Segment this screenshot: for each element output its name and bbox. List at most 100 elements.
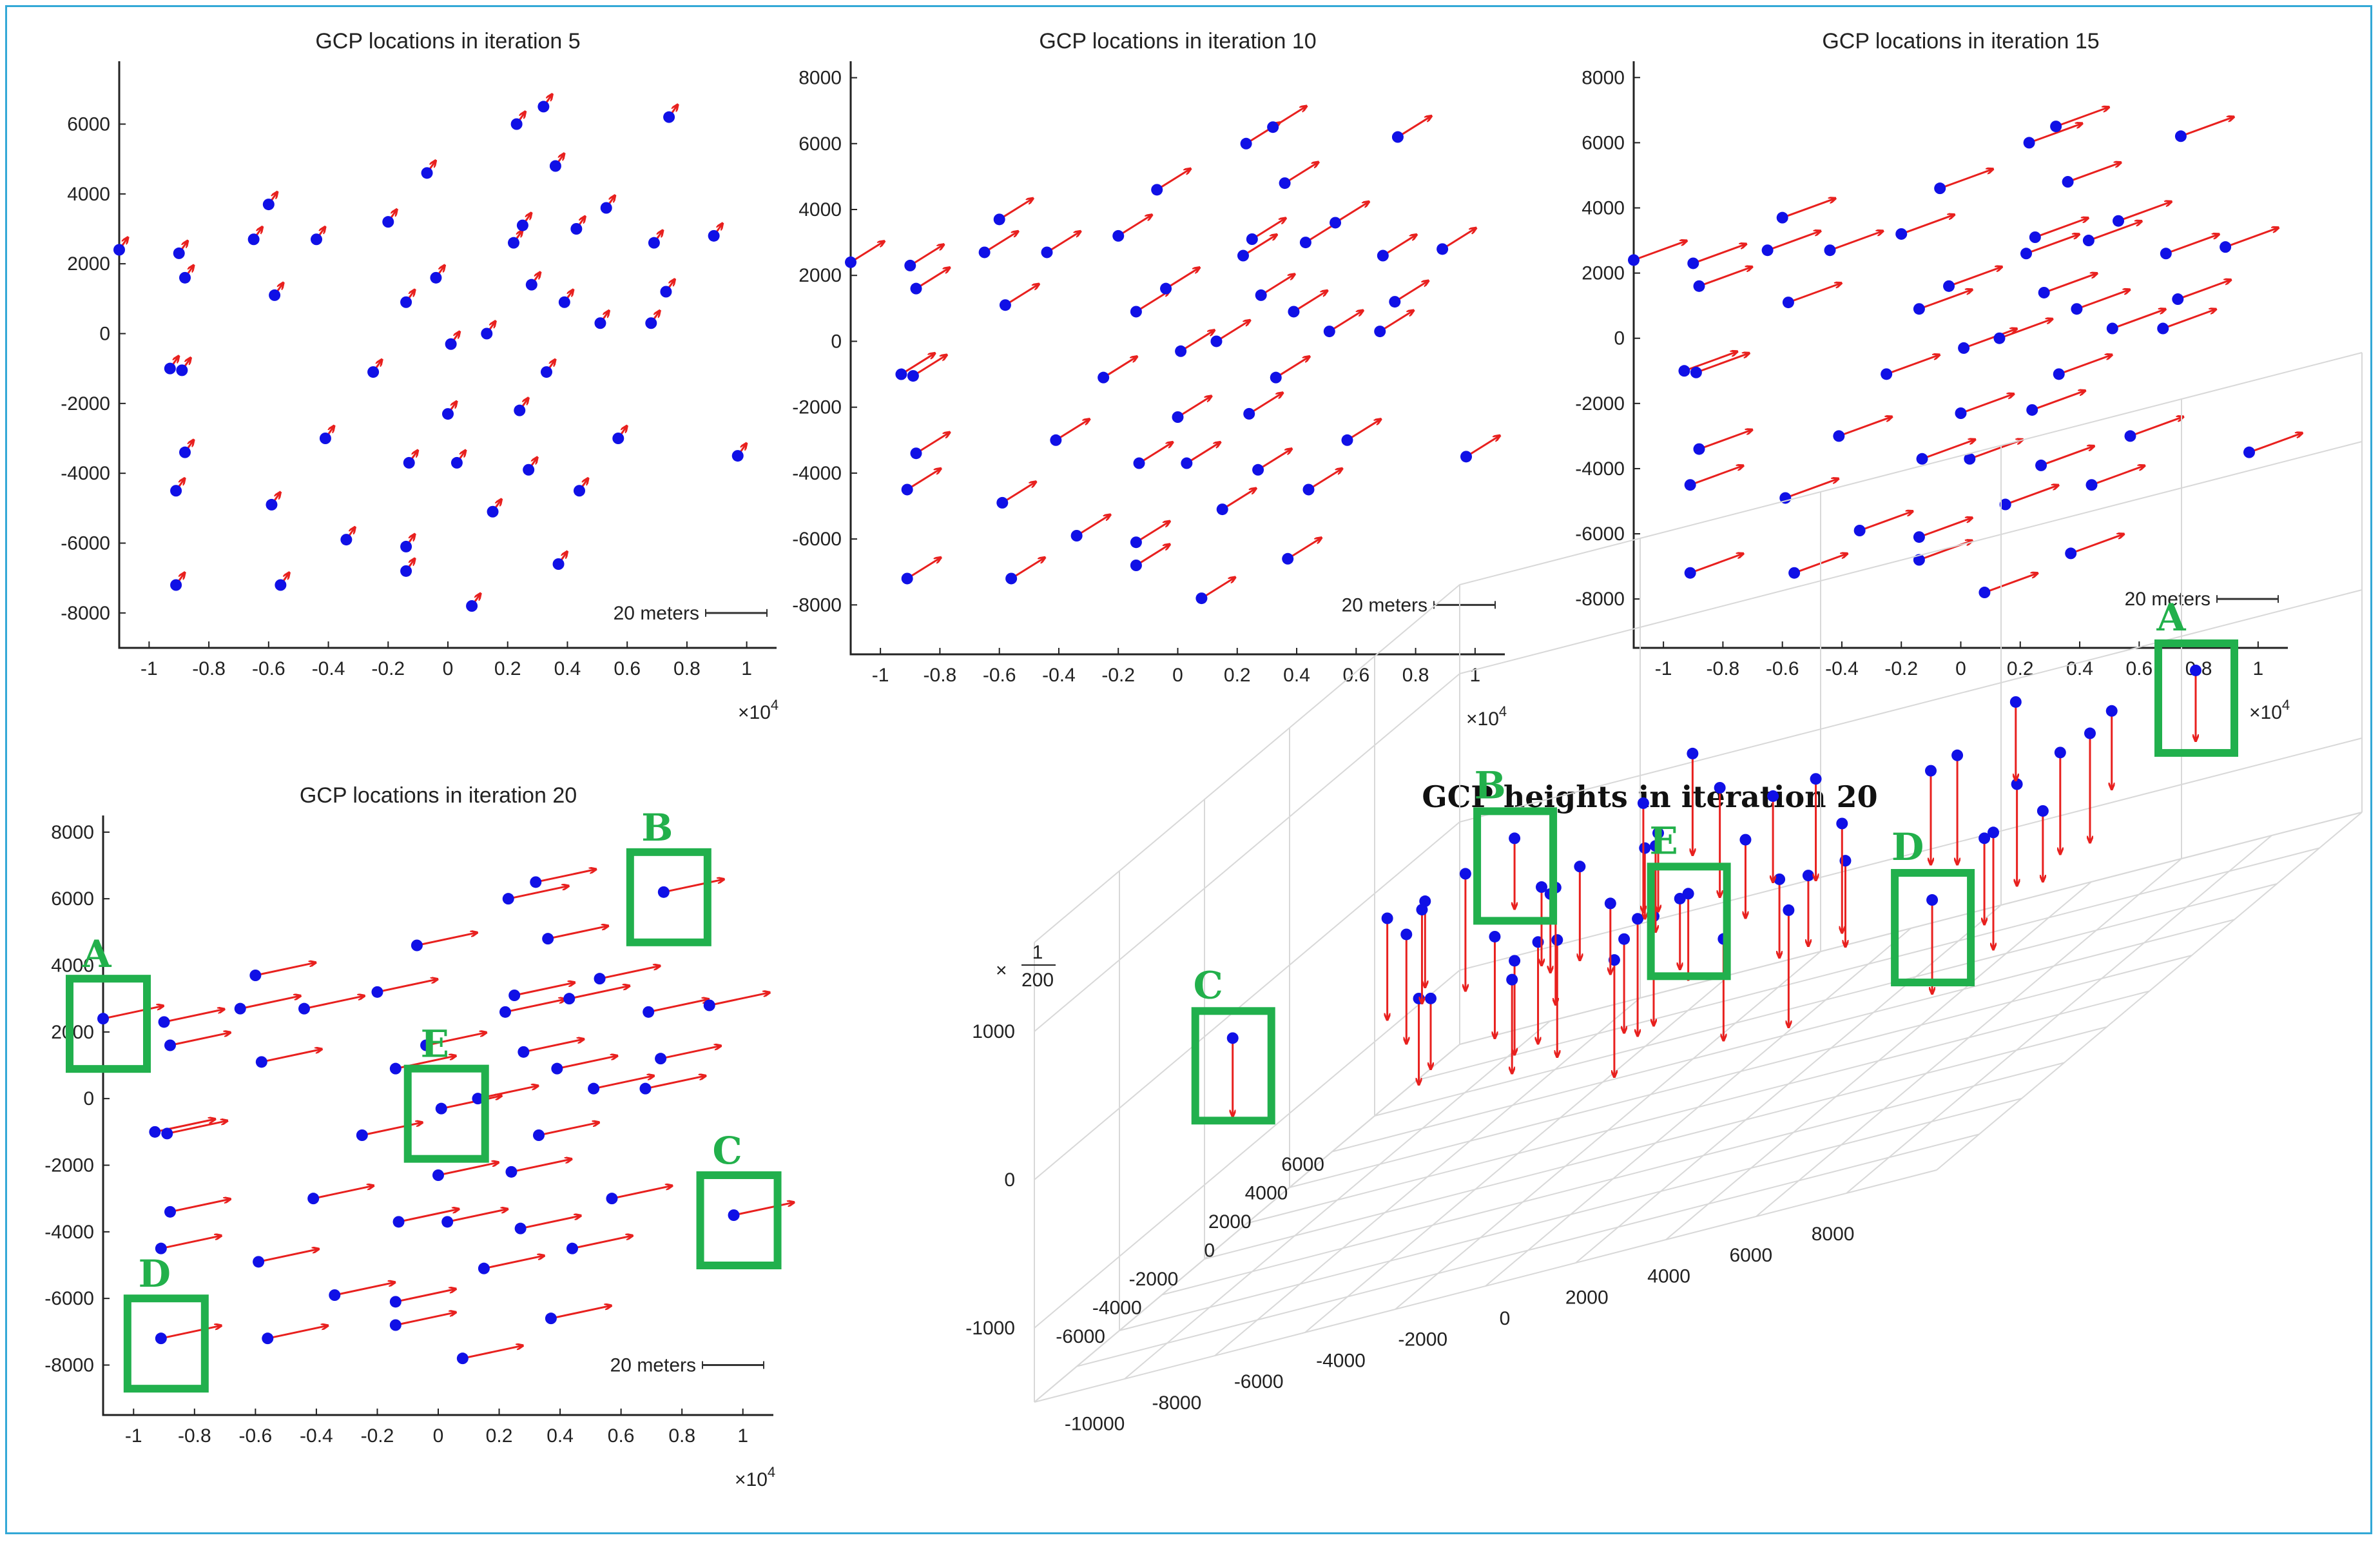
shift-arrow (2225, 228, 2279, 248)
gcp-point (149, 1126, 161, 1138)
shift-arrow (1136, 544, 1170, 567)
y-tick-label: 6000 (67, 114, 110, 135)
x-tick-label: 0.6 (614, 658, 641, 679)
z-multiplier: × 1 200 (996, 942, 1056, 991)
shift-arrow (1633, 240, 1687, 261)
gcp-point (179, 271, 191, 284)
gcp-point (466, 600, 478, 612)
gcp-point (1802, 870, 1814, 882)
shift-arrow (1284, 162, 1319, 184)
panel-title: GCP locations in iteration 5 (315, 29, 580, 54)
shift-arrow (1919, 289, 1973, 310)
highlight-label: A (2156, 596, 2186, 639)
shift-arrow (2040, 446, 2095, 467)
y-tick-label: -2000 (792, 397, 842, 418)
highlight-label: A (81, 932, 111, 976)
gcp-point (1767, 790, 1779, 802)
z-tick-label: -1000 (965, 1318, 1015, 1339)
shift-arrow (983, 231, 1019, 253)
z-tick-label: 0 (1004, 1169, 1015, 1191)
gcp-point (478, 1262, 490, 1274)
gcp-point (514, 404, 526, 416)
shift-arrow (441, 1096, 502, 1110)
grid-line (1846, 835, 2272, 1194)
shift-arrow (1442, 228, 1476, 250)
gcp-point (499, 1006, 511, 1018)
gcp-point (1243, 407, 1255, 420)
x-multiplier: ×104 (1466, 703, 1507, 730)
x-tick-label: -0.6 (239, 1425, 273, 1447)
gcp-point (1684, 567, 1696, 579)
x-tick-label: 6000 (1729, 1245, 1772, 1266)
gcp-point (1926, 894, 1939, 906)
gcp-point (371, 986, 383, 998)
y-tick-label: -6000 (61, 533, 110, 554)
gcp-point (895, 368, 907, 380)
gcp-point (545, 1313, 557, 1325)
gcp-point (1853, 525, 1866, 536)
shift-arrow (1397, 116, 1432, 138)
gcp-point (1776, 211, 1788, 224)
gcp-point (1774, 873, 1786, 885)
shift-arrow (1055, 419, 1090, 442)
gcp-point (1041, 246, 1053, 259)
shift-arrow (1948, 267, 2002, 288)
highlight-label: C (712, 1129, 742, 1173)
shift-arrow (1136, 521, 1170, 543)
gcp-point (549, 160, 561, 172)
gcp-point (2174, 130, 2187, 142)
gcp-point (441, 1216, 454, 1228)
y-tick-label: -8000 (1575, 589, 1625, 610)
grid-line (1034, 812, 2363, 1403)
y-tick-label: -4000 (44, 1222, 94, 1243)
y-tick-label: 2000 (1208, 1211, 1252, 1233)
grid-line (1034, 589, 2363, 1180)
gcp-point (155, 1242, 167, 1254)
shift-arrow (416, 933, 478, 946)
highlight-label: C (1194, 963, 1223, 1007)
shift-arrow (1275, 356, 1310, 378)
y-tick-label: 0 (1204, 1240, 1215, 1262)
gcp-point (2026, 404, 2038, 416)
shift-arrow (261, 1049, 322, 1063)
gcp-point (1690, 366, 1702, 378)
highlight-label: D (1891, 825, 1924, 869)
x-tick-label: 0.6 (2125, 658, 2153, 679)
shift-arrow (164, 1009, 225, 1023)
x-tick-label: 0 (443, 658, 454, 679)
x-tick-label: -0.8 (924, 665, 957, 686)
gcp-point (643, 1006, 655, 1018)
gcp-point (367, 366, 380, 378)
gcp-point (392, 1216, 405, 1228)
gcp-point (1341, 434, 1353, 446)
x-tick-label: 0 (1500, 1308, 1511, 1329)
gcp-point (525, 278, 537, 291)
panel-title: GCP locations in iteration 15 (1822, 29, 2099, 54)
x-tick-label: -0.6 (1766, 658, 1799, 679)
x-tick-label: 0.2 (1224, 665, 1251, 686)
x-tick-label: -0.4 (1825, 658, 1859, 679)
gcp-point (612, 433, 624, 444)
gcp-point (1425, 992, 1437, 1004)
shift-arrow (160, 1325, 222, 1340)
gcp-point (234, 1002, 246, 1015)
x-tick-label: -2000 (1398, 1329, 1447, 1351)
x-tick-label: -1 (125, 1425, 142, 1447)
gcp-point (1330, 217, 1342, 229)
highlight-box (1473, 807, 1558, 925)
shift-arrow (511, 1159, 572, 1173)
x-tick-label: 0.4 (2066, 658, 2093, 679)
gcp-point (510, 118, 523, 130)
highlight-label: E (1650, 819, 1678, 863)
y-tick-label: -2000 (1129, 1269, 1179, 1290)
gcp-point (389, 1296, 402, 1308)
gcp-point (1240, 137, 1252, 150)
shift-arrow (2031, 391, 2085, 411)
gcp-point (1684, 479, 1696, 491)
shift-arrow (1379, 310, 1414, 333)
gcp-point (1389, 296, 1401, 308)
gcp-point (1934, 182, 1946, 195)
gcp-point (319, 433, 331, 444)
gcp-point (1098, 371, 1110, 384)
